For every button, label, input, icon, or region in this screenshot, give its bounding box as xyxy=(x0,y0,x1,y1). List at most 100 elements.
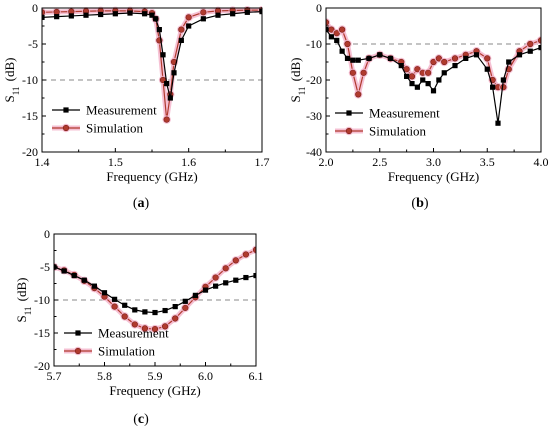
data-point-measurement xyxy=(178,37,184,43)
data-point-simulation xyxy=(182,304,189,312)
data-point-simulation xyxy=(121,313,128,320)
series-halo xyxy=(54,247,256,332)
y-tick-label: -30 xyxy=(306,109,322,123)
x-tick-label: 6.0 xyxy=(198,369,213,383)
data-point-measurement xyxy=(213,283,219,289)
data-point-simulation xyxy=(151,325,159,333)
data-point-measurement xyxy=(350,57,356,63)
x-tick-label: 4.0 xyxy=(534,155,549,169)
data-point-measurement xyxy=(54,14,60,20)
data-point-simulation xyxy=(360,69,367,76)
data-point-measurement xyxy=(490,84,496,90)
x-axis-label: Frequency (GHz) xyxy=(109,383,200,398)
data-point-simulation xyxy=(111,303,118,310)
x-tick-label: 1.6 xyxy=(181,155,196,169)
data-point-measurement xyxy=(186,23,192,29)
data-point-simulation xyxy=(185,14,192,21)
data-point-measurement xyxy=(142,309,148,315)
data-point-simulation xyxy=(232,257,239,264)
data-point-measurement xyxy=(200,16,206,22)
data-point-measurement xyxy=(81,277,87,283)
legend-label-measurement: Measurement xyxy=(369,106,440,121)
data-point-measurement xyxy=(153,16,159,22)
data-point-simulation xyxy=(408,73,416,80)
data-point-measurement xyxy=(484,66,490,72)
data-point-measurement xyxy=(366,55,372,61)
data-point-measurement xyxy=(42,14,45,20)
data-point-simulation xyxy=(435,55,442,62)
data-point-measurement xyxy=(182,298,188,304)
data-point-measurement xyxy=(142,11,148,17)
data-point-simulation xyxy=(344,40,351,48)
data-point-measurement xyxy=(149,12,155,18)
y-tick-label: -15 xyxy=(34,326,50,340)
data-point-measurement xyxy=(162,307,168,314)
legend-marker-measurement xyxy=(63,107,69,113)
data-point-simulation xyxy=(172,315,179,322)
y-tick-label: -20 xyxy=(34,359,50,373)
data-point-simulation xyxy=(537,37,541,44)
data-point-measurement xyxy=(98,11,104,18)
data-point-simulation xyxy=(242,251,249,258)
data-point-simulation xyxy=(162,323,169,330)
data-point-measurement xyxy=(167,95,173,101)
x-tick-label: 3.0 xyxy=(426,155,441,169)
data-point-measurement xyxy=(68,13,74,19)
data-point-measurement xyxy=(164,81,170,87)
data-point-measurement xyxy=(83,12,89,18)
series-line-simulation xyxy=(42,9,262,121)
data-point-simulation xyxy=(425,69,432,76)
data-point-measurement xyxy=(101,290,108,296)
data-point-measurement xyxy=(463,55,469,61)
data-point-measurement xyxy=(326,27,329,33)
data-point-measurement xyxy=(230,11,236,17)
y-tick-label: -10 xyxy=(306,37,322,51)
data-point-measurement xyxy=(223,280,229,286)
data-point-measurement xyxy=(243,274,249,281)
data-point-simulation xyxy=(163,116,170,123)
y-tick-label: -40 xyxy=(306,145,322,159)
x-axis-label: Frequency (GHz) xyxy=(106,169,197,184)
y-axis-label: S11 (dB) xyxy=(288,58,307,103)
data-point-simulation xyxy=(349,69,356,76)
data-point-simulation xyxy=(500,84,507,91)
x-tick-label: 2.0 xyxy=(319,155,334,169)
data-point-measurement xyxy=(441,70,447,76)
data-point-simulation xyxy=(131,321,138,328)
legend-label-simulation: Simulation xyxy=(369,124,427,139)
legend-label-simulation: Simulation xyxy=(98,344,156,359)
data-point-measurement xyxy=(112,296,118,302)
x-tick-label: 5.7 xyxy=(47,369,62,383)
data-point-simulation xyxy=(430,58,437,66)
y-tick-label: -10 xyxy=(34,293,50,307)
x-tick-label: 3.5 xyxy=(480,155,495,169)
legend-marker-simulation xyxy=(74,347,82,355)
legend-label-measurement: Measurement xyxy=(86,103,157,118)
data-point-measurement xyxy=(506,59,512,65)
panel-label: (b) xyxy=(411,196,428,211)
x-axis-label: Frequency (GHz) xyxy=(388,169,479,184)
data-point-measurement xyxy=(339,48,345,54)
data-point-simulation xyxy=(451,55,459,62)
data-point-measurement xyxy=(495,120,501,126)
x-tick-label: 6.1 xyxy=(249,369,264,383)
data-point-simulation xyxy=(403,66,410,73)
data-point-measurement xyxy=(420,77,426,83)
data-point-measurement xyxy=(156,27,162,33)
data-point-measurement xyxy=(344,55,351,61)
series-line-measurement xyxy=(54,266,256,314)
data-point-simulation xyxy=(527,40,534,48)
data-point-simulation xyxy=(414,66,421,73)
series-line-simulation xyxy=(54,249,256,330)
legend-label-measurement: Measurement xyxy=(98,326,169,341)
x-tick-label: 5.9 xyxy=(148,369,163,383)
data-point-measurement xyxy=(202,287,209,293)
series-line-measurement xyxy=(42,11,262,99)
data-point-measurement xyxy=(172,304,178,310)
data-point-measurement xyxy=(425,81,431,87)
x-tick-label: 1.5 xyxy=(108,155,123,169)
data-point-measurement xyxy=(538,45,541,51)
legend-label-simulation: Simulation xyxy=(86,121,144,136)
data-point-measurement xyxy=(215,12,221,18)
data-point-measurement xyxy=(516,52,523,58)
